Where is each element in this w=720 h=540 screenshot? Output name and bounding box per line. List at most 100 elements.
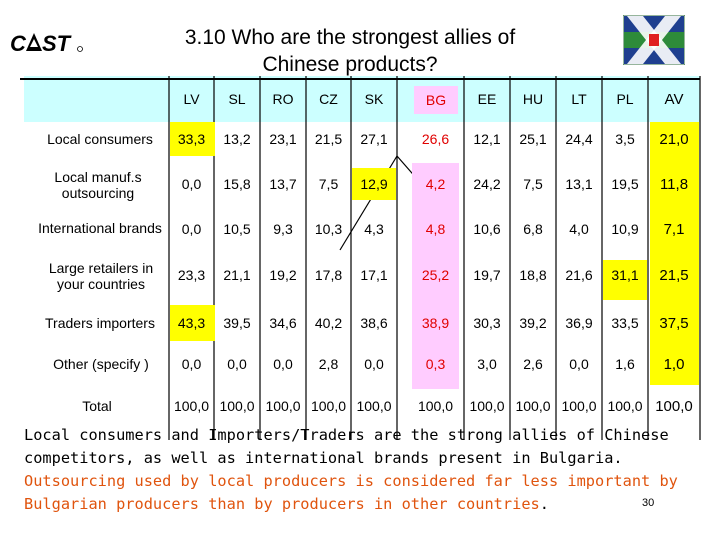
table-cell: 21,5 xyxy=(314,131,343,147)
table-cell: 15,8 xyxy=(223,176,251,192)
table-cell: 0,3 xyxy=(425,356,446,372)
table-cell: 12,1 xyxy=(473,131,501,147)
table-cell: 19,2 xyxy=(269,267,297,283)
table-cell: 4,0 xyxy=(569,221,589,237)
table-cell: 100,0 xyxy=(607,398,643,414)
table-cell: 7,5 xyxy=(523,176,543,192)
table-cell: 10,9 xyxy=(611,221,639,237)
page-title: 3.10 Who are the strongest allies of Chi… xyxy=(120,24,580,78)
table-cell: 17,1 xyxy=(360,267,388,283)
av-column-highlight xyxy=(650,122,699,385)
table-cell: 2,8 xyxy=(318,356,339,372)
local-consumers-highlight xyxy=(170,122,215,156)
table-cell: 39,5 xyxy=(223,315,251,331)
table-cell: 34,6 xyxy=(269,315,297,331)
table-cell: 24,2 xyxy=(473,176,501,192)
col-header-bg: BG xyxy=(414,86,458,114)
table-cell: 1,6 xyxy=(615,356,635,372)
table-cell: 13,7 xyxy=(269,176,297,192)
table-cell: 3,0 xyxy=(477,356,497,372)
table-cell: 6,8 xyxy=(523,221,543,237)
table-cell: 19,5 xyxy=(611,176,639,192)
table-cell: 24,4 xyxy=(565,131,593,147)
table-cell: 0,0 xyxy=(181,356,202,372)
table-cell: 100,0 xyxy=(561,398,597,414)
table-cell: 26,6 xyxy=(421,131,450,147)
table-cell: 30,3 xyxy=(473,315,501,331)
col-header-sk: SK xyxy=(364,91,384,107)
table-cell: 23,3 xyxy=(177,267,206,283)
table-cell: 33,3 xyxy=(177,131,206,147)
table-cell: 4,2 xyxy=(425,176,446,192)
svg-text:C: C xyxy=(10,31,27,56)
col-header-lt: LT xyxy=(571,91,587,107)
table-cell: 12,9 xyxy=(360,176,388,192)
col-header-ee: EE xyxy=(477,91,497,107)
svg-text:ST: ST xyxy=(42,31,72,56)
bg-column-highlight xyxy=(412,163,459,389)
page-number: 30 xyxy=(642,497,655,509)
table-cell: 100,0 xyxy=(265,398,301,414)
col-header-av: AV xyxy=(664,90,684,108)
table-cell: 100,0 xyxy=(356,398,392,414)
table-cell: 100,0 xyxy=(219,398,255,414)
table-cell: 38,6 xyxy=(360,315,388,331)
row-label-international-brands: International brands xyxy=(38,220,162,236)
table-cell: 19,7 xyxy=(473,267,501,283)
table-cell: 21,5 xyxy=(659,266,689,284)
table-cell: 4,8 xyxy=(425,221,446,237)
sk-outsourcing-highlight xyxy=(352,168,396,200)
table-cell: 33,5 xyxy=(611,315,639,331)
cast-logo: C ST xyxy=(10,31,83,56)
table-cell: 37,5 xyxy=(659,314,689,332)
col-header-pl: PL xyxy=(616,91,634,107)
table-cell: 13,1 xyxy=(565,176,593,192)
table-cell: 0,0 xyxy=(227,356,247,372)
col-header-sl: SL xyxy=(228,91,246,107)
table-cell: 21,1 xyxy=(223,267,251,283)
row-label-local-manuf-outsourcing: Local manuf.s outsourcing xyxy=(54,169,142,201)
col-header-lv: LV xyxy=(183,91,200,107)
table-cell: 36,9 xyxy=(565,315,593,331)
traders-highlight xyxy=(170,305,215,341)
table-cell: 18,8 xyxy=(519,267,547,283)
table-cell: 38,9 xyxy=(421,315,450,331)
title-line-2: Chinese products? xyxy=(262,53,438,76)
table-cell: 100,0 xyxy=(655,397,693,415)
table-cell: 13,2 xyxy=(223,131,251,147)
col-header-cz: CZ xyxy=(319,91,338,107)
table-cell: 0,0 xyxy=(181,176,202,192)
row-label-local-consumers: Local consumers xyxy=(47,131,153,147)
table-cell: 4,3 xyxy=(364,221,384,237)
table-cell: 7,5 xyxy=(318,176,339,192)
table-cell: 23,1 xyxy=(269,131,297,147)
col-header-hu: HU xyxy=(522,91,544,107)
table-cell: 100,0 xyxy=(417,398,454,414)
table-cell: 9,3 xyxy=(273,221,293,237)
note-end-period: . xyxy=(539,495,549,513)
table-cell: 1,0 xyxy=(663,355,685,373)
table-cell: 25,1 xyxy=(519,131,547,147)
table-cell: 0,0 xyxy=(364,356,384,372)
row-label-large-retailers: Large retailers in your countries xyxy=(48,260,154,292)
table-cell: 10,6 xyxy=(473,221,501,237)
table-cell: 31,1 xyxy=(611,267,639,283)
title-line-1: 3.10 Who are the strongest allies of xyxy=(184,26,516,49)
table-cell: 10,3 xyxy=(314,221,343,237)
table-cell: 43,3 xyxy=(177,315,206,331)
table-cell: 100,0 xyxy=(515,398,551,414)
partner-flags-logo xyxy=(623,15,685,65)
table-cell: 11,8 xyxy=(659,175,689,193)
conclusion-note: Local consumers and Importers/Traders ar… xyxy=(24,424,704,516)
table-cell: 40,2 xyxy=(314,315,343,331)
note-black-text: Local consumers and Importers/Traders ar… xyxy=(24,426,669,467)
table-cell: 3,5 xyxy=(615,131,635,147)
table-cell: 7,1 xyxy=(663,220,685,238)
table-cell: 100,0 xyxy=(469,398,505,414)
pl-retailers-highlight xyxy=(603,260,647,300)
table-cell: 10,5 xyxy=(223,221,251,237)
row-label-total: Total xyxy=(82,398,112,414)
col-header-ro: RO xyxy=(272,91,294,107)
table-cell: 0,0 xyxy=(181,221,202,237)
table-cell: 27,1 xyxy=(360,131,388,147)
